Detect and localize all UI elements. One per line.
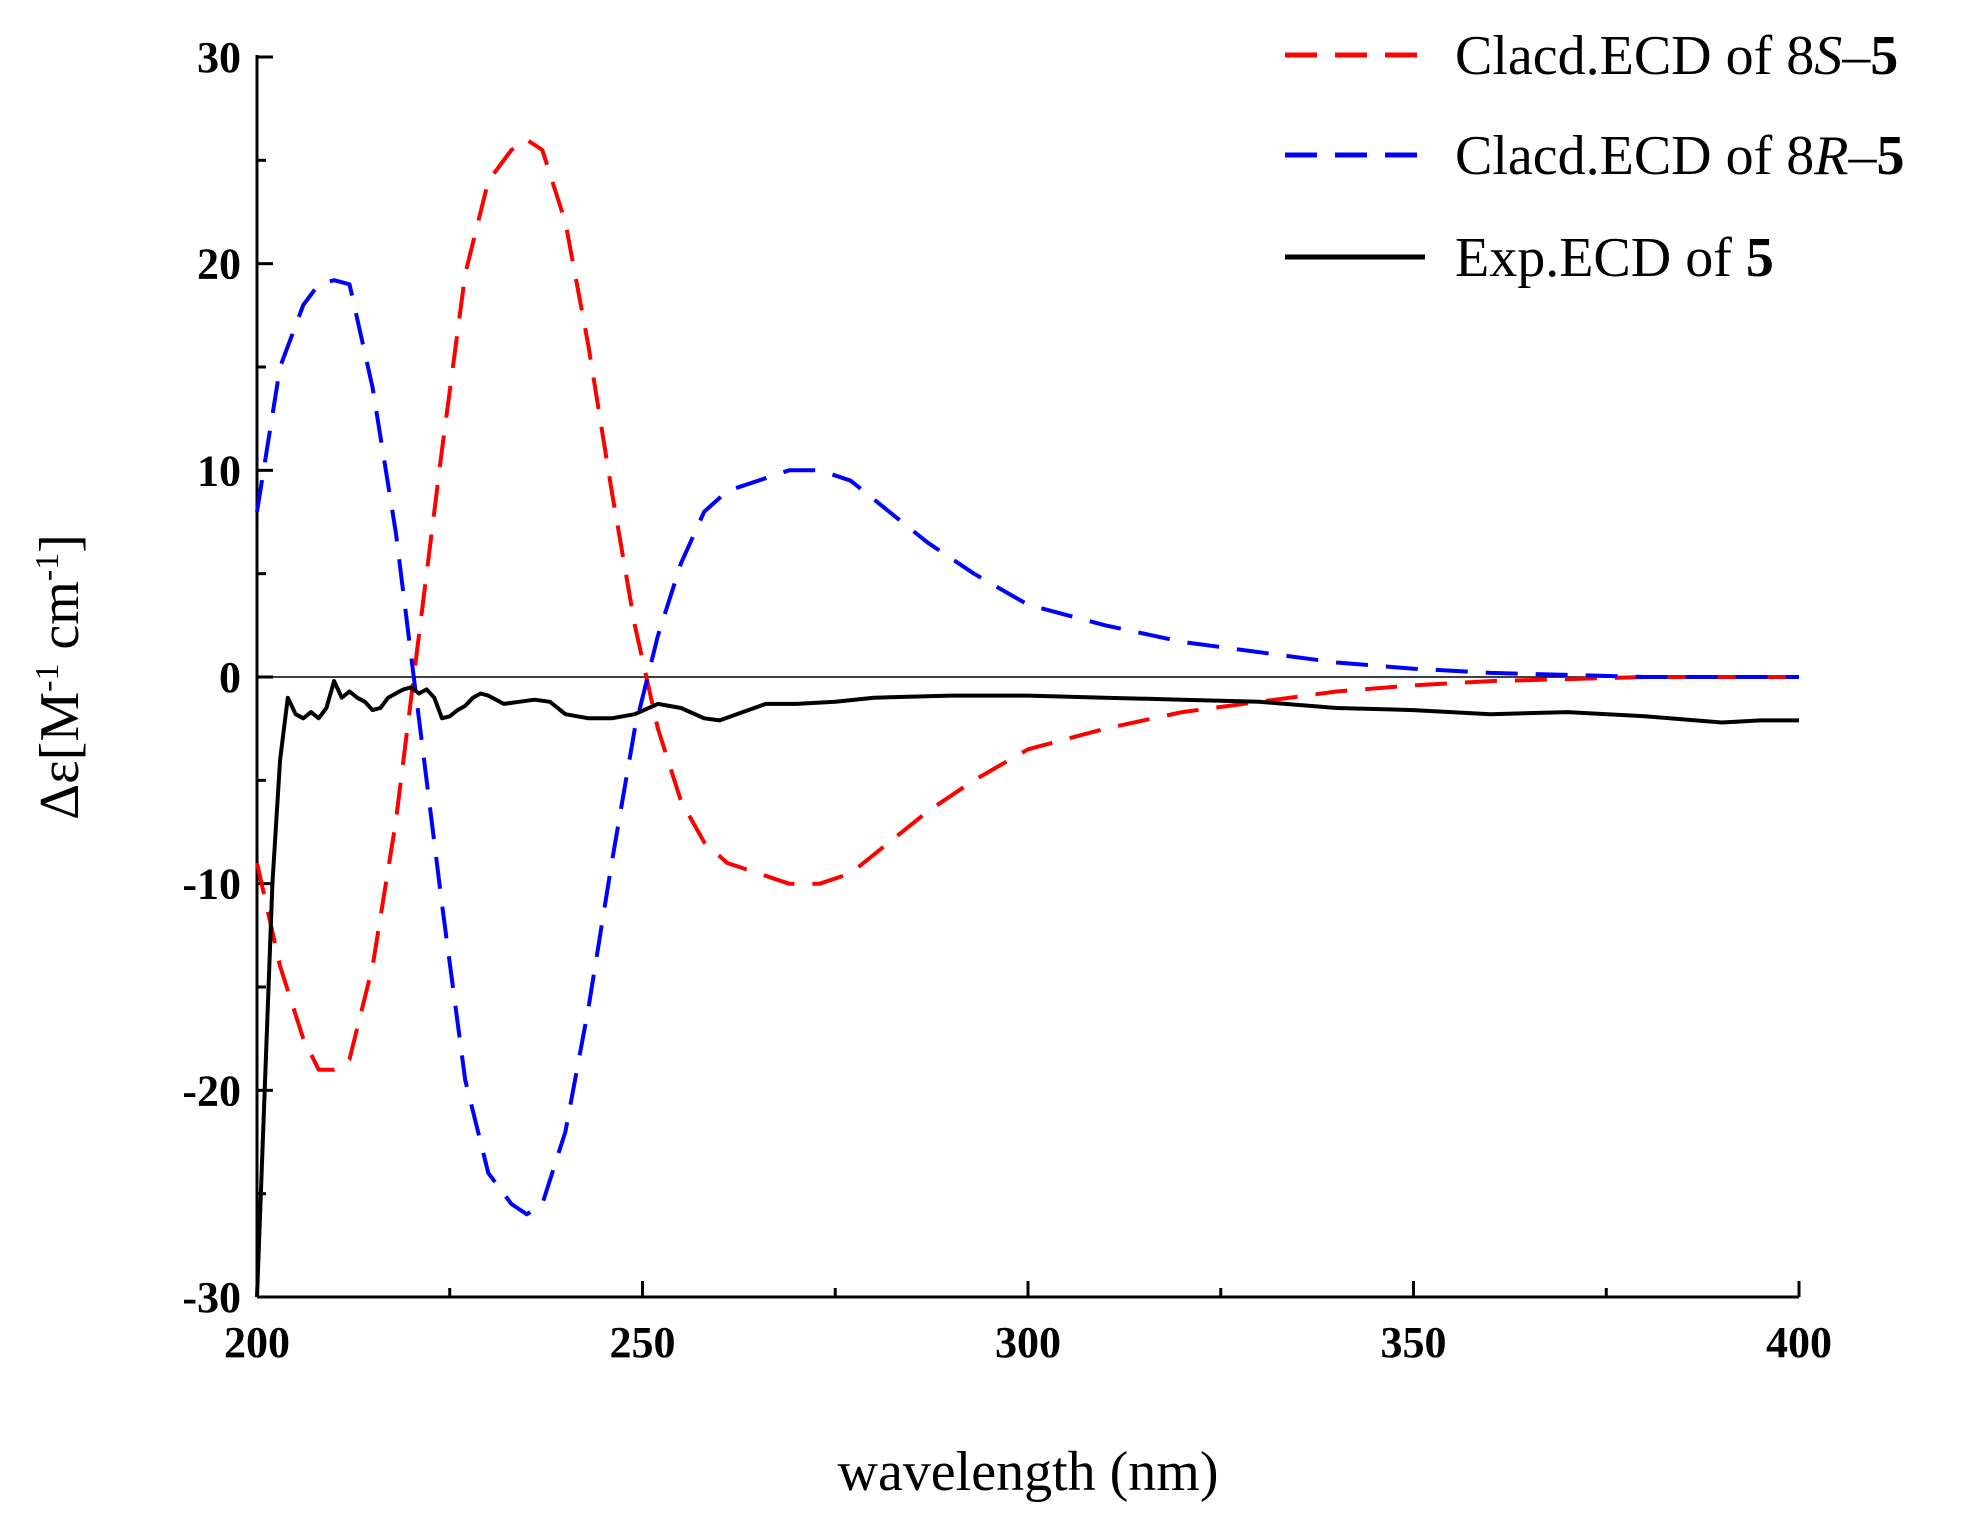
x-tick-label: 400 [1766,1318,1832,1367]
legend-label-part: R [1813,125,1848,187]
legend-label-part: S [1814,25,1842,87]
legend-label-part: Exp.ECD of [1455,227,1746,289]
y-axis-title-part: ] [29,534,91,553]
y-axis-title: Δε[M-1 cm-1] [29,534,91,820]
y-tick-label: -20 [182,1066,241,1115]
y-tick-label: -30 [182,1273,241,1322]
y-axis-title-part: Δε[M [29,692,91,820]
x-tick-label: 350 [1381,1318,1447,1367]
series-line-1 [255,137,1799,1072]
legend-label-part: 5 [1746,227,1774,289]
legend-label-part: Clacd.ECD of 8 [1455,125,1814,187]
legend-label-part: 5 [1877,125,1905,187]
y-axis-title-part: -1 [29,553,66,581]
legend-label-part: Clacd.ECD of 8 [1455,25,1814,87]
y-tick-label: 30 [197,33,241,82]
y-tick-label: -10 [182,860,241,909]
y-axis-title-part: -1 [29,664,66,692]
y-tick-label: 0 [219,653,241,702]
legend-label-part: – [1848,125,1878,187]
series-line-3 [255,679,1799,1298]
axes: -30 -20 -10 0 10 20 30 200 250 300 350 400 wavelengt… [29,33,1832,1503]
legend-label-1: Clacd.ECD of 8S–5 [1455,25,1898,87]
legend-label-part: – [1841,25,1871,87]
x-tick-label: 300 [995,1318,1061,1367]
y-tick-label: 20 [197,240,241,289]
y-axis-title-part: cm [29,581,91,663]
x-tick-label: 200 [224,1318,290,1367]
legend-label-part: 5 [1870,25,1898,87]
legend-label-2: Clacd.ECD of 8R–5 [1455,125,1905,187]
series-line-2 [255,278,1799,1217]
legend-label-3: Exp.ECD of 5 [1455,227,1774,289]
y-tick-label: 10 [197,446,241,495]
series-layer [255,137,1799,1298]
x-tick-label: 250 [610,1318,676,1367]
x-axis-title: wavelength (nm) [838,1441,1219,1503]
